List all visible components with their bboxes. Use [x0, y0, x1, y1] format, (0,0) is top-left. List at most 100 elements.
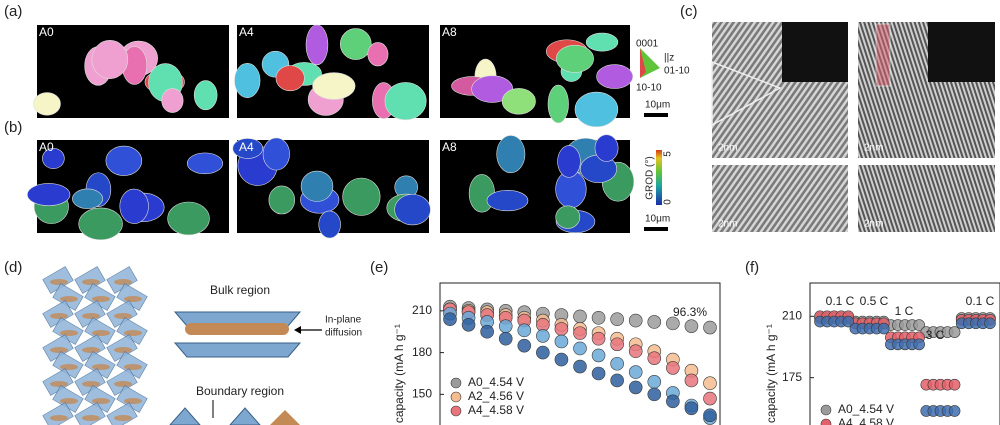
- grain: [312, 72, 356, 100]
- y-tick-label: 180: [412, 345, 432, 359]
- marker: [461, 317, 476, 332]
- grain: [186, 152, 223, 175]
- annotation: 1 C: [895, 304, 914, 318]
- grain: [318, 210, 341, 239]
- marker: [703, 320, 717, 335]
- sample-label: A8: [442, 25, 457, 39]
- axis-frame: [809, 282, 1000, 425]
- marker: [517, 338, 532, 353]
- region-label: In-plane: [325, 315, 362, 326]
- li-density: [60, 330, 78, 336]
- scale-text: 10μm: [645, 214, 670, 225]
- legend-label: A4_4.58 V: [838, 416, 894, 425]
- li-density: [82, 381, 100, 387]
- li-density: [124, 364, 142, 370]
- marker: [610, 337, 624, 352]
- grain: [339, 28, 372, 60]
- panel-label: (b): [4, 119, 22, 136]
- y-tick-label: 210: [412, 303, 432, 317]
- colorbar: [656, 150, 662, 205]
- grain: [167, 201, 210, 236]
- tem-image: [858, 165, 995, 232]
- grain: [78, 207, 123, 241]
- marker: [573, 359, 587, 374]
- grain: [384, 82, 427, 121]
- marker: [591, 366, 606, 381]
- scale-bar: [644, 113, 668, 117]
- li-density: [124, 330, 142, 336]
- li-density: [114, 279, 132, 285]
- layer: [270, 410, 300, 425]
- grain: [72, 188, 103, 209]
- layer: [169, 407, 201, 425]
- grain: [26, 183, 71, 207]
- marker: [842, 315, 855, 328]
- legend-label: A2_4.56 V: [468, 389, 524, 403]
- grain: [501, 88, 536, 115]
- marker: [948, 326, 961, 338]
- marker: [877, 322, 890, 335]
- grain: [594, 134, 619, 162]
- marker: [628, 380, 643, 395]
- marker: [647, 387, 662, 402]
- annotation: 0.5 C: [860, 294, 889, 308]
- marker: [573, 326, 587, 340]
- grain: [496, 135, 526, 174]
- marker: [573, 309, 587, 324]
- grain: [234, 63, 261, 98]
- marker: [554, 334, 569, 349]
- marker: [628, 313, 643, 328]
- fft-inset: [928, 22, 995, 82]
- li-density: [124, 398, 142, 404]
- li-density: [50, 279, 68, 285]
- li-density: [114, 415, 132, 421]
- colorbar-tick: 0: [663, 199, 674, 205]
- scale-text: 2nm: [718, 219, 737, 230]
- marker: [610, 356, 624, 371]
- grain: [555, 205, 581, 229]
- legend-marker: [450, 391, 462, 403]
- li-density: [114, 381, 132, 387]
- li-density: [114, 313, 132, 319]
- panel-label: (c): [680, 3, 698, 20]
- marker: [554, 322, 569, 336]
- outline: [711, 60, 782, 127]
- region-label: Boundary region: [196, 384, 284, 398]
- li-density: [50, 347, 68, 353]
- grain: [161, 88, 184, 113]
- marker: [948, 405, 961, 417]
- marker: [554, 352, 569, 367]
- colorbar-tick: 5: [663, 151, 674, 157]
- grain: [91, 40, 129, 79]
- marker: [628, 365, 643, 379]
- li-density: [124, 296, 142, 302]
- annotation: 0.1 C: [966, 294, 995, 308]
- marker: [610, 373, 624, 388]
- grain: [119, 188, 149, 224]
- grain: [574, 91, 619, 128]
- grain: [300, 170, 334, 202]
- grain: [342, 177, 381, 216]
- sample-label: A8: [442, 140, 457, 154]
- marker: [703, 391, 717, 406]
- grain: [547, 84, 569, 124]
- marker: [498, 319, 513, 333]
- marker: [948, 378, 961, 391]
- marker: [913, 338, 925, 351]
- grain: [262, 137, 290, 171]
- legend-text: 10-10: [636, 83, 662, 94]
- fft-inset: [782, 22, 848, 82]
- annotation: 0.1 C: [826, 294, 855, 308]
- y-tick-label: 175: [782, 370, 802, 384]
- li-density: [60, 296, 78, 302]
- marker: [517, 323, 532, 338]
- colorbar-title: GROD (°): [645, 156, 656, 199]
- diffusion-path: [185, 323, 289, 335]
- region-label: Bulk region: [210, 283, 270, 297]
- legend-marker: [450, 377, 462, 389]
- legend-marker: [820, 418, 832, 425]
- li-density: [60, 364, 78, 370]
- marker: [666, 394, 680, 409]
- grain: [585, 32, 619, 52]
- li-density: [50, 313, 68, 319]
